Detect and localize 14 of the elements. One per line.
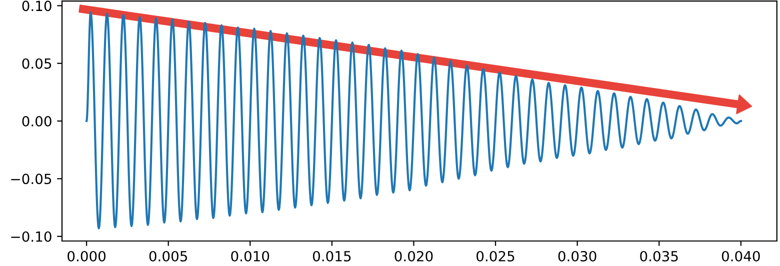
x-tick-label: 0.030 — [558, 250, 596, 262]
y-tick-label: 0.10 — [22, 0, 52, 12]
y-tick-label: 0.05 — [22, 58, 52, 69]
y-tick-label: −0.10 — [11, 231, 52, 242]
y-tick-label: 0.00 — [22, 116, 52, 127]
x-tick-label: 0.010 — [231, 250, 270, 262]
x-tick-label: 0.020 — [394, 250, 433, 262]
x-tick-label: 0.000 — [68, 250, 106, 262]
x-tick-label: 0.040 — [722, 250, 760, 262]
x-tick-label: 0.025 — [476, 250, 514, 262]
y-tick-label: −0.05 — [11, 174, 52, 184]
x-tick-label: 0.035 — [640, 250, 678, 262]
x-tick-label: 0.005 — [149, 250, 188, 262]
x-tick-label: 0.015 — [312, 250, 351, 262]
